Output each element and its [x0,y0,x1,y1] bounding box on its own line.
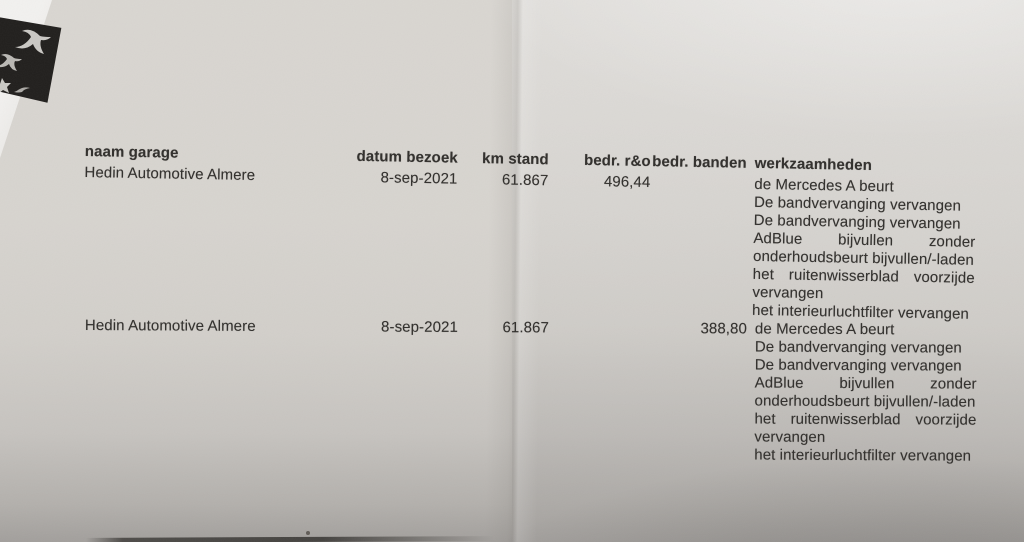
werkzaamheden-line: onderhoudsbeurt bijvullen/-laden [754,392,976,411]
table-rows: Hedin Automotive Almere 8-sep-2021 61.86… [84,317,985,466]
table-row: Hedin Automotive Almere 8-sep-2021 61.86… [84,317,985,466]
paper-bottom-edge-shadow [85,536,495,542]
table-rows: Hedin Automotive Almere 8-sep-2021 61.86… [82,164,984,324]
werkzaamheden-list: de Mercedes A beurt De bandvervanging ver… [752,176,977,324]
swallow-patch-icon [0,10,74,111]
werkzaamheden-line: vervangen [754,428,826,446]
werkzaamheden-line: AdBlue bijvullen zonder [754,374,977,393]
bedr-banden-cell: 388,80 [700,320,747,338]
werkzaamheden-line: De bandvervanging vervangen [754,338,962,357]
table-row: Hedin Automotive Almere 8-sep-2021 61.86… [82,164,984,324]
werkzaamheden-line: De bandvervanging vervangen [754,356,962,375]
werkzaamheden-line: het interieurluchtfilter vervangen [754,446,972,465]
werkzaamheden-list: de Mercedes A beurt De bandvervanging ver… [754,321,977,466]
werkzaamheden-line: de Mercedes A beurt [754,320,895,339]
werkzaamheden-line: het ruitenwisserblad voorzijde [754,410,977,429]
dust-speck [306,531,310,535]
